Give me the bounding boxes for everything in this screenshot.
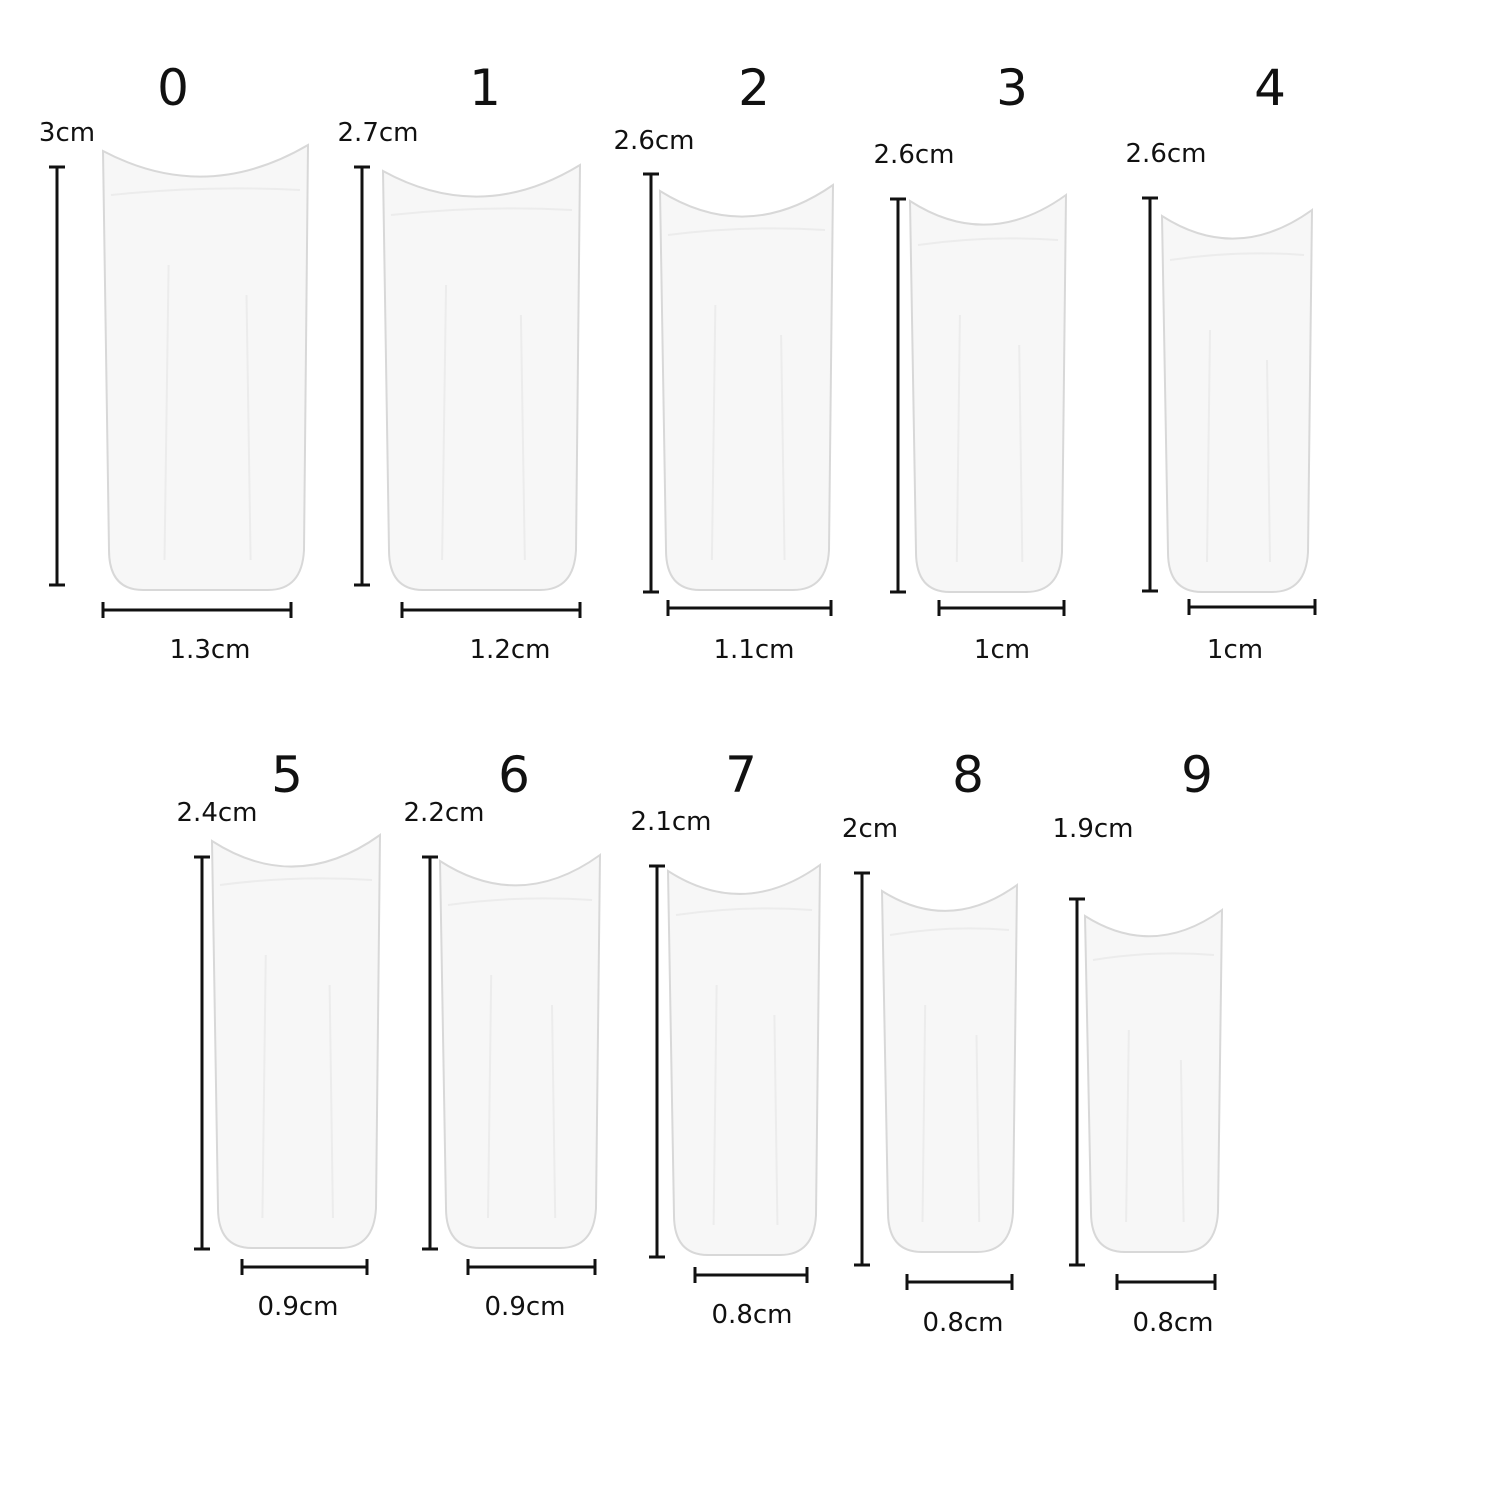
width-label: 0.8cm bbox=[711, 1300, 793, 1330]
width-label: 0.9cm bbox=[257, 1292, 339, 1322]
width-label: 1cm bbox=[973, 635, 1031, 665]
width-label: 0.8cm bbox=[1132, 1308, 1214, 1338]
nail-highlight bbox=[110, 187, 301, 561]
length-label: 2.6cm bbox=[1125, 139, 1207, 169]
length-label: 2.6cm bbox=[613, 126, 695, 156]
length-label: 2.6cm bbox=[873, 140, 955, 170]
nail-highlight bbox=[390, 207, 573, 561]
length-label: 1.9cm bbox=[1052, 814, 1134, 844]
size-number-label: 2 bbox=[738, 59, 770, 117]
nail-highlight bbox=[917, 237, 1059, 563]
size-number-label: 0 bbox=[157, 59, 189, 117]
nail-size-6 bbox=[422, 853, 602, 1275]
width-label: 1.2cm bbox=[469, 635, 551, 665]
length-label: 2.2cm bbox=[403, 798, 485, 828]
nail-tip-shape bbox=[880, 883, 1019, 1253]
width-label: 1.1cm bbox=[713, 635, 795, 665]
nail-highlight bbox=[675, 907, 813, 1226]
length-label: 2.7cm bbox=[337, 118, 419, 148]
size-number-label: 3 bbox=[996, 59, 1028, 117]
nail-tip-shape bbox=[908, 193, 1068, 593]
nail-tip-shape bbox=[438, 853, 602, 1249]
width-label: 0.9cm bbox=[484, 1292, 566, 1322]
nail-size-8 bbox=[854, 871, 1019, 1290]
nail-size-9 bbox=[1069, 897, 1224, 1290]
nail-tip-shape bbox=[1083, 908, 1224, 1253]
nail-tip-shape bbox=[1160, 208, 1314, 593]
length-label: 2.1cm bbox=[630, 807, 712, 837]
length-label: 2cm bbox=[841, 814, 899, 844]
nail-tip-shape bbox=[210, 833, 382, 1249]
nail-tip-shape bbox=[666, 863, 822, 1256]
length-label: 3cm bbox=[38, 118, 96, 148]
width-label: 1cm bbox=[1206, 635, 1264, 665]
nail-tip-shape bbox=[381, 163, 582, 591]
nail-highlight bbox=[219, 877, 373, 1219]
length-label: 2.4cm bbox=[176, 798, 258, 828]
nail-size-0 bbox=[49, 143, 310, 618]
nail-size-4 bbox=[1142, 196, 1317, 615]
nail-highlight bbox=[1092, 952, 1215, 1223]
nail-tip-shape bbox=[101, 143, 310, 591]
nail-highlight bbox=[1169, 252, 1305, 563]
nail-size-2 bbox=[643, 172, 835, 616]
size-number-label: 7 bbox=[725, 746, 757, 804]
width-label: 0.8cm bbox=[922, 1308, 1004, 1338]
size-number-label: 9 bbox=[1181, 746, 1213, 804]
size-number-label: 8 bbox=[952, 746, 984, 804]
size-number-label: 1 bbox=[469, 59, 501, 117]
width-label: 1.3cm bbox=[169, 635, 251, 665]
nail-size-5 bbox=[194, 833, 382, 1275]
nail-tip-shape bbox=[658, 183, 835, 591]
size-number-label: 6 bbox=[498, 746, 530, 804]
nail-highlight bbox=[447, 897, 593, 1219]
nail-highlight bbox=[889, 927, 1010, 1223]
nail-size-1 bbox=[354, 163, 582, 618]
size-number-label: 4 bbox=[1254, 59, 1286, 117]
nail-size-7 bbox=[649, 863, 822, 1283]
nail-highlight bbox=[667, 227, 826, 561]
size-number-label: 5 bbox=[271, 746, 303, 804]
nail-size-3 bbox=[890, 193, 1068, 616]
